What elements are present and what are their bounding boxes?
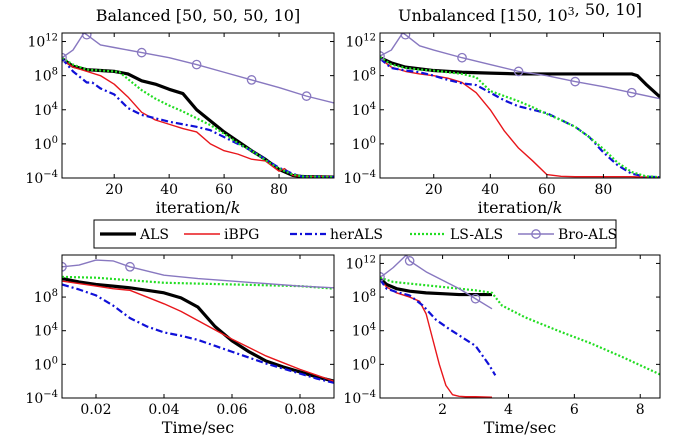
x-tick-label: 2 bbox=[438, 402, 447, 418]
series-group bbox=[62, 33, 334, 178]
marker-bro-als bbox=[136, 47, 147, 58]
y-tick-label: 104 bbox=[352, 101, 376, 119]
series-line-als bbox=[62, 276, 334, 383]
y-tick-label: 100 bbox=[34, 355, 58, 373]
marker-bro-als bbox=[457, 52, 467, 63]
marker-bro-als bbox=[62, 261, 67, 272]
y-tick-label: 100 bbox=[352, 135, 376, 153]
legend-label-ibpg: iBPG bbox=[224, 227, 259, 243]
legend-marker-bro-als bbox=[531, 229, 541, 239]
x-axis-label: iteration/k bbox=[478, 198, 563, 217]
marker-bro-als bbox=[380, 272, 385, 282]
x-tick-label: 0.06 bbox=[216, 402, 247, 418]
series-line-bro-als bbox=[380, 255, 493, 310]
chart-balanced-time: 0.02 0.04 0.06 0.08 10−4 100 104 108 Time/sec bbox=[25, 254, 335, 437]
y-tick-label: 1012 bbox=[27, 33, 58, 51]
series-line-herals bbox=[380, 57, 660, 178]
series-line-ibpg bbox=[380, 58, 660, 178]
y-tick-label: 100 bbox=[352, 355, 376, 373]
x-tick-label: 0.08 bbox=[284, 402, 315, 418]
x-tick-label: 40 bbox=[160, 182, 178, 198]
axes-box bbox=[61, 254, 335, 399]
marker-bro-als bbox=[404, 256, 415, 266]
x-axis-label: Time/sec bbox=[162, 418, 235, 437]
x-tick-label: 80 bbox=[270, 182, 288, 198]
y-tick-label: 10−4 bbox=[25, 169, 58, 187]
series-line-herals bbox=[62, 283, 334, 384]
marker-bro-als bbox=[81, 33, 92, 40]
x-tick-label: 0.04 bbox=[148, 402, 179, 418]
marker-bro-als bbox=[470, 293, 481, 304]
series-line-ls-als bbox=[62, 275, 334, 290]
legend-box bbox=[93, 219, 617, 249]
chart-unbalanced-time: 2 4 6 8 10−4 100 104 108 1012 Time/sec bbox=[343, 254, 661, 437]
x-tick-label: 20 bbox=[105, 182, 123, 198]
chart-title: Balanced [50, 50, 50, 10] bbox=[96, 6, 300, 25]
x-tick-label: 6 bbox=[570, 402, 579, 418]
series-line-ls-als bbox=[380, 55, 660, 178]
series-line-bro-als bbox=[380, 33, 660, 100]
y-tick-label: 108 bbox=[34, 67, 58, 85]
marker-bro-als bbox=[246, 75, 257, 85]
legend-label-herals: herALS bbox=[330, 227, 383, 243]
marker-bro-als bbox=[191, 59, 202, 70]
axes-box bbox=[379, 32, 661, 179]
series-group bbox=[62, 259, 334, 384]
marker-bro-als bbox=[513, 66, 524, 77]
series-line-ibpg bbox=[380, 278, 493, 398]
marker-bro-als bbox=[301, 91, 312, 101]
marker-bro-als bbox=[62, 52, 67, 63]
series-line-ibpg bbox=[62, 58, 334, 178]
marker-bro-als bbox=[570, 76, 581, 87]
series-line-ls-als bbox=[62, 56, 334, 178]
series-line-bro-als bbox=[62, 259, 334, 289]
marker-bro-als bbox=[380, 51, 385, 61]
x-tick-label: 60 bbox=[215, 182, 233, 198]
chart-unbalanced-iteration: 20 40 60 80 10−4 100 104 108 1012 Unbalanced [150… bbox=[343, 0, 661, 217]
x-axis-label: Time/sec bbox=[484, 418, 557, 437]
x-tick-label: 4 bbox=[504, 402, 513, 418]
series-line-als bbox=[380, 56, 660, 99]
x-tick-label: 80 bbox=[595, 182, 613, 198]
legend-label-ls-als: LS-ALS bbox=[450, 227, 503, 243]
marker-bro-als bbox=[626, 87, 637, 98]
y-tick-label: 108 bbox=[34, 288, 58, 306]
y-tick-label: 1012 bbox=[345, 254, 376, 272]
series-line-herals bbox=[380, 278, 497, 376]
x-tick-label: 8 bbox=[636, 402, 645, 418]
chart-title: Unbalanced [150, 103, 50, 10] bbox=[398, 0, 642, 25]
axes-box bbox=[379, 254, 661, 399]
y-tick-label: 10−4 bbox=[343, 389, 376, 407]
x-tick-label: 20 bbox=[425, 182, 443, 198]
series-line-ibpg bbox=[62, 280, 334, 382]
legend-label-bro-als: Bro-ALS bbox=[558, 227, 617, 243]
y-tick-label: 108 bbox=[352, 67, 376, 85]
series-group bbox=[380, 255, 660, 398]
x-tick-label: 40 bbox=[481, 182, 499, 198]
x-tick-label: 60 bbox=[538, 182, 556, 198]
x-axis-label: iteration/k bbox=[156, 198, 241, 217]
series-line-als bbox=[380, 277, 492, 297]
marker-bro-als bbox=[400, 33, 411, 40]
legend-label-als: ALS bbox=[139, 227, 169, 243]
series-line-ls-als bbox=[380, 276, 660, 376]
marker-bro-als bbox=[125, 261, 135, 272]
series-group bbox=[380, 33, 660, 178]
legend: ALS iBPG herALS LS-ALS Bro-ALS bbox=[93, 219, 617, 249]
chart-balanced-iteration: 20 40 60 80 10−4 100 104 108 1012 Balanced [50, 5… bbox=[25, 6, 335, 217]
y-tick-label: 100 bbox=[34, 135, 58, 153]
y-tick-label: 108 bbox=[352, 288, 376, 306]
y-tick-label: 1012 bbox=[345, 33, 376, 51]
y-tick-label: 104 bbox=[34, 101, 58, 119]
y-tick-label: 104 bbox=[352, 322, 376, 340]
y-tick-label: 10−4 bbox=[343, 169, 376, 187]
y-tick-label: 10−4 bbox=[25, 389, 58, 407]
axes-box bbox=[61, 32, 335, 179]
x-tick-label: 0.02 bbox=[80, 402, 111, 418]
y-tick-label: 104 bbox=[34, 322, 58, 340]
